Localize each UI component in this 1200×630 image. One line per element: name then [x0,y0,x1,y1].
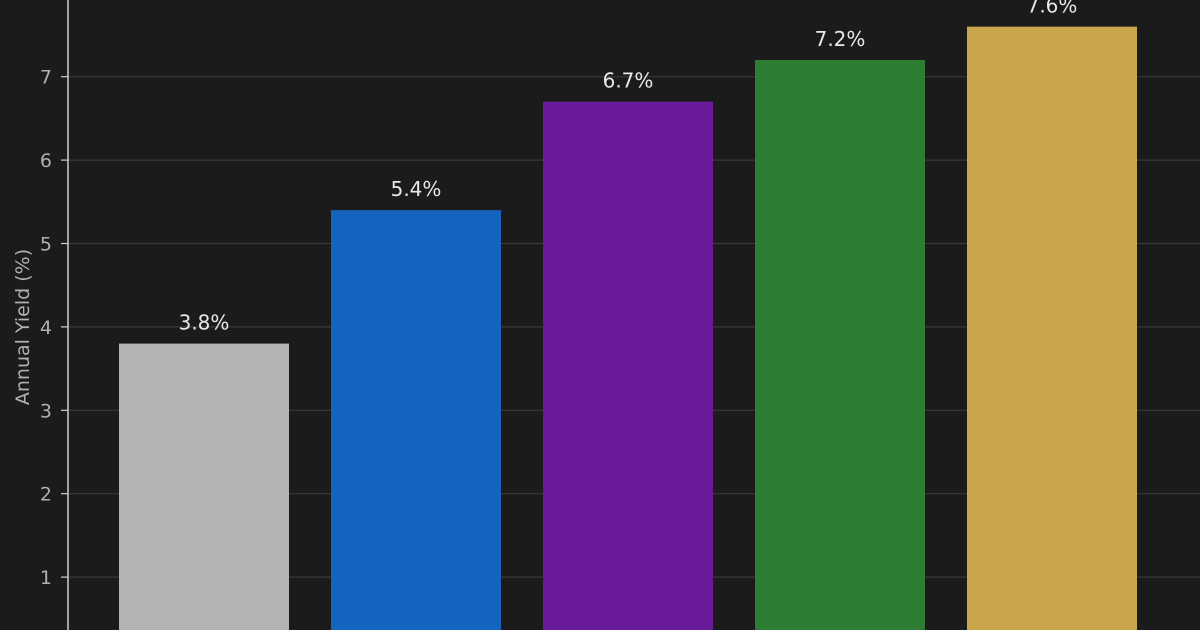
bar-3 [543,101,713,630]
y-tick-label: 4 [40,317,52,339]
bar-value-label-5: 7.6% [1027,0,1078,18]
bar-2 [331,210,501,630]
bar-4 [755,60,925,630]
bar-value-label-2: 5.4% [391,177,442,201]
y-axis-label: Annual Yield (%) [12,249,34,405]
bar-5 [967,26,1137,630]
bar-value-labels: 3.8% 5.4% 6.7% 7.2% 7.6% [179,0,1078,335]
bar-value-label-4: 7.2% [815,27,866,51]
y-tick-label: 5 [40,234,52,256]
y-tick-label: 3 [40,400,52,422]
bar-value-label-3: 6.7% [603,69,654,93]
bar-1 [119,343,289,630]
bar-value-label-1: 3.8% [179,311,230,335]
bars [119,26,1137,630]
y-tick-label: 1 [40,567,52,589]
y-tick-label: 6 [40,150,52,172]
y-tick-label: 7 [40,67,52,89]
y-axis-ticks: 1 2 3 4 5 6 7 [40,67,68,589]
y-tick-label: 2 [40,484,52,506]
